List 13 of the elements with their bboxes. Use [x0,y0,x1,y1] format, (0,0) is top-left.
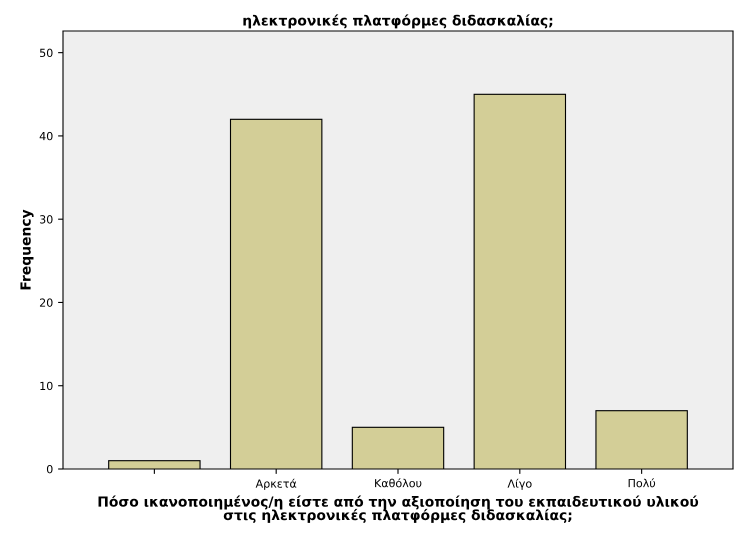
y-tick-label: 10 [40,382,53,390]
x-tick-label: Λίγο [508,478,532,490]
y-tick-label: 20 [40,298,53,307]
y-tick-label: 0 [46,464,53,474]
x-tick-label: Πολύ [628,478,656,488]
y-tick-label: 50 [40,48,53,58]
y-tick-label: 40 [40,132,53,140]
x-axis-title: Πόσο ικανοποιημένος/η είστε από την αξιοποίηση του εκπαιδευτικού υλικού στις ηλεκτρονικές πλατφόρμες διδασκαλίας; [98,495,698,523]
y-axis-title: Frequency [20,210,34,290]
y-tick-label: 30 [40,215,53,224]
x-tick-label: Καθόλου [375,478,422,488]
chart-title: ηλεκτρονικές πλατφόρμες διδασκαλίας; [243,14,552,28]
x-tick-label: Αρκετά [256,478,296,490]
